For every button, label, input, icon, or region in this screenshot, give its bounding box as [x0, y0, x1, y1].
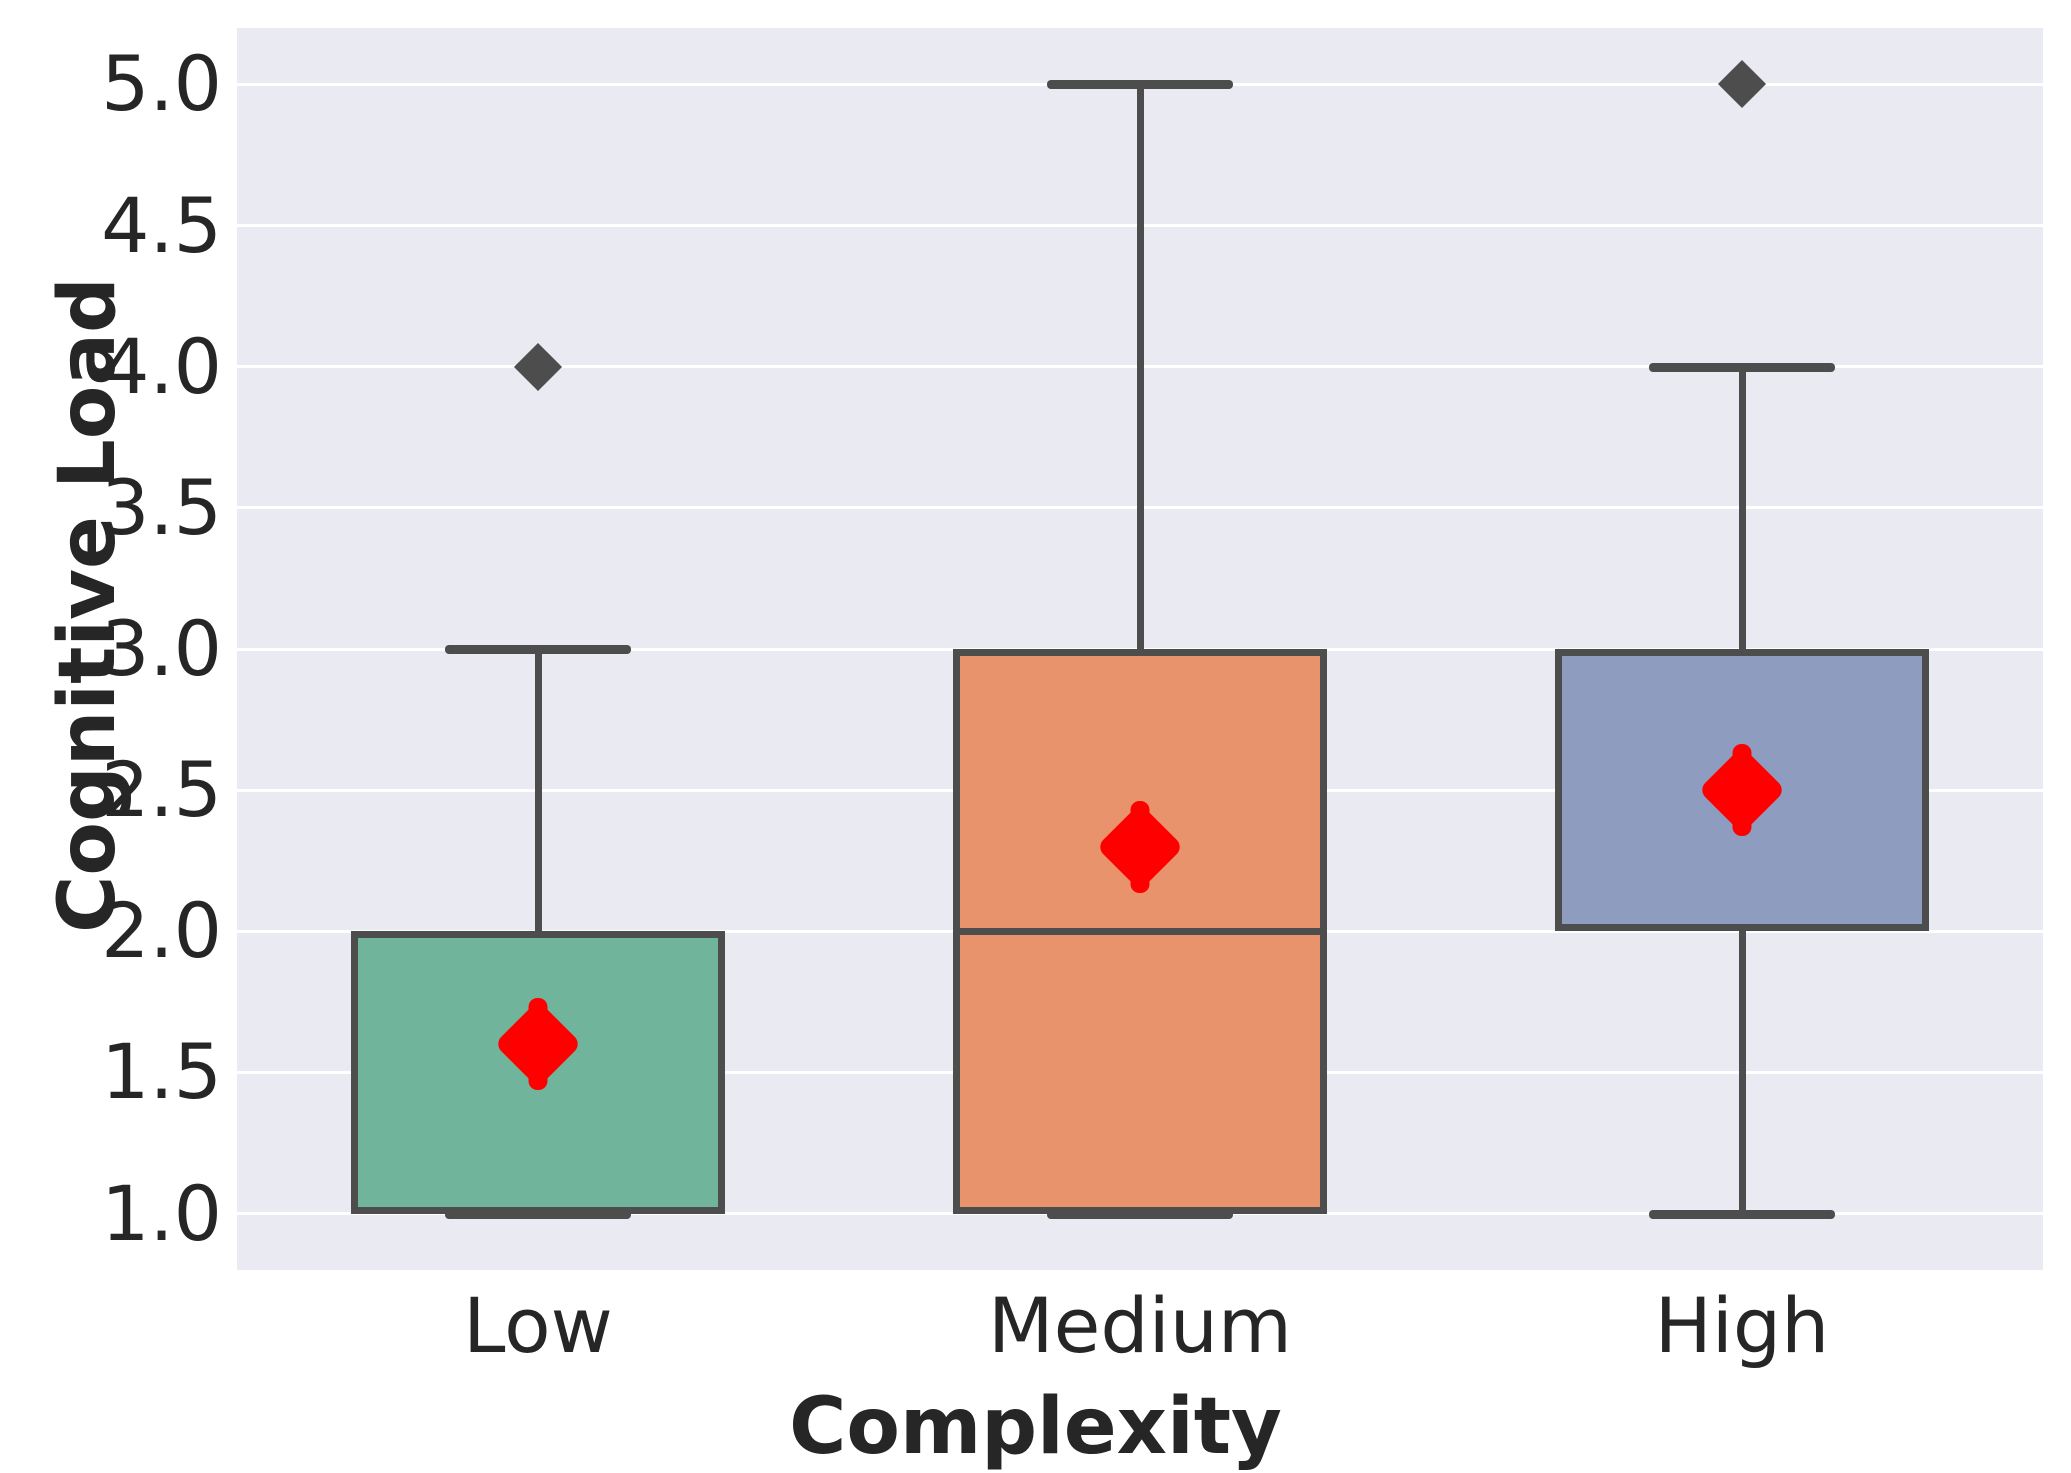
- y-axis-tick-label: 3.0: [101, 604, 222, 693]
- whisker-cap-upper: [444, 645, 632, 654]
- x-axis-tick-label-medium: Medium: [988, 1281, 1292, 1370]
- y-axis-tick-label: 2.0: [101, 886, 222, 976]
- y-axis-tick-label: 4.0: [101, 321, 222, 411]
- whisker-cap-lower: [1648, 1209, 1836, 1219]
- whisker-cap-upper: [1046, 80, 1234, 90]
- whisker-cap-upper: [1648, 362, 1836, 372]
- y-axis-tick-labels: 1.0 1.5 2.0 2.5 3.0 3.5 4.0 4.5 5.0: [0, 0, 222, 1473]
- whisker-cap-lower: [444, 1209, 632, 1219]
- median-line-medium: [953, 927, 1327, 935]
- y-axis-tick-label: 4.5: [101, 180, 222, 270]
- plot-area: [237, 28, 2043, 1270]
- outlier-marker: [1717, 60, 1767, 109]
- whisker-lower: [1738, 931, 1746, 1214]
- x-axis-tick-label-low: Low: [463, 1281, 613, 1370]
- y-axis-tick-label: 1.5: [101, 1027, 222, 1117]
- whisker-upper: [534, 649, 542, 932]
- outlier-marker: [513, 342, 563, 391]
- y-axis-tick-label: 3.5: [101, 462, 222, 552]
- whisker-upper: [1136, 84, 1144, 649]
- y-axis-tick-label: 1.0: [101, 1168, 222, 1258]
- whisker-upper: [1738, 366, 1746, 649]
- x-axis-label: Complexity: [789, 1382, 1282, 1472]
- y-axis-tick-label: 2.5: [101, 745, 222, 835]
- x-axis-tick-label-high: High: [1654, 1281, 1830, 1370]
- whisker-cap-lower: [1046, 1209, 1234, 1219]
- y-axis-tick-label: 5.0: [101, 39, 222, 129]
